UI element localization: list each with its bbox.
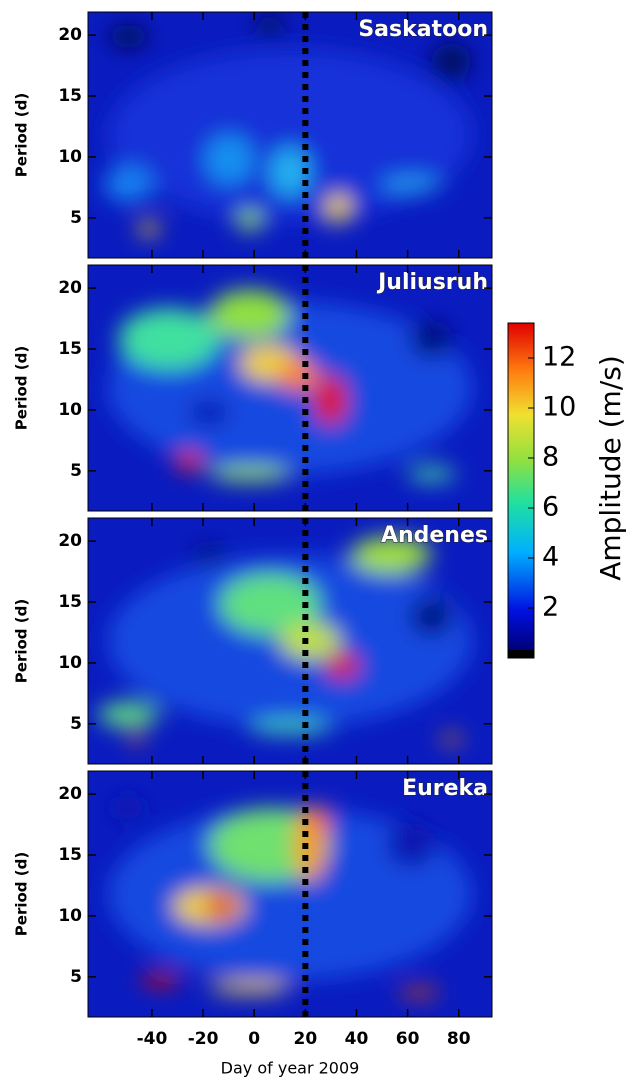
blob (219, 573, 321, 635)
y-tick-label: 20 (58, 278, 82, 298)
blob (118, 308, 220, 370)
heatmap (88, 265, 492, 511)
colorbar-tick-label: 6 (542, 492, 559, 523)
blob (411, 320, 452, 358)
blob (314, 375, 347, 425)
blob (326, 194, 351, 224)
x-tick-label: 80 (447, 1029, 471, 1049)
blob (205, 895, 238, 918)
colorbar-low (508, 650, 534, 658)
blob (98, 702, 159, 728)
heatmap (88, 12, 492, 258)
blob (386, 822, 436, 867)
frame (87, 11, 493, 259)
blob (326, 653, 359, 678)
panel-title: Andenes (381, 523, 488, 548)
y-axis-label: Period (d) (13, 599, 31, 683)
y-tick-label: 10 (58, 147, 82, 167)
blobs (108, 795, 472, 998)
blob (209, 466, 290, 482)
blob (174, 451, 204, 472)
y-axis-label: Period (d) (13, 346, 31, 430)
blob (277, 360, 319, 391)
blob (193, 545, 226, 565)
blob (253, 14, 286, 35)
blob (128, 734, 145, 745)
x-tick-label: -20 (188, 1029, 219, 1049)
blob (237, 211, 262, 231)
colorbar-tick-label: 8 (542, 442, 559, 473)
blobs (104, 14, 472, 236)
colorbar-tick-label: 2 (542, 592, 559, 623)
frame (87, 770, 493, 1018)
blob (380, 176, 442, 192)
y-axis-label: Period (d) (13, 852, 31, 936)
colorbar-frame (507, 322, 535, 659)
blob (205, 135, 254, 185)
frame (87, 264, 493, 512)
blob (350, 536, 432, 574)
blob (441, 734, 462, 745)
blob (189, 400, 230, 425)
blob (138, 221, 159, 236)
y-tick-label: 10 (58, 400, 82, 420)
blobs (108, 289, 472, 482)
blob (108, 807, 472, 981)
blob (249, 719, 331, 735)
x-tick-label: 20 (294, 1029, 318, 1049)
x-tick-label: 60 (396, 1029, 420, 1049)
y-tick-label: 10 (58, 906, 82, 926)
blobs (98, 536, 472, 745)
y-tick-label: 15 (58, 86, 82, 106)
y-axis-label: Period (d) (13, 93, 31, 177)
blob (269, 147, 311, 197)
blob (108, 48, 472, 222)
blob (407, 466, 456, 482)
heatmap (88, 518, 492, 764)
y-tick-label: 20 (58, 784, 82, 804)
frame (87, 517, 493, 765)
y-tick-label: 20 (58, 531, 82, 551)
colorbar-tick-label: 10 (542, 392, 576, 423)
blob (209, 981, 290, 994)
y-tick-label: 5 (70, 461, 82, 481)
colorbar-label: Amplitude (m/s) (594, 355, 627, 581)
y-tick-label: 15 (58, 592, 82, 612)
panel-title: Saskatoon (358, 17, 488, 42)
y-tick-label: 10 (58, 653, 82, 673)
blob (308, 805, 329, 835)
y-tick-label: 5 (70, 967, 82, 987)
y-tick-label: 15 (58, 845, 82, 865)
colorbar (508, 323, 534, 650)
blob (399, 987, 440, 998)
x-tick-label: 40 (345, 1029, 369, 1049)
blob (140, 973, 181, 987)
blob (104, 165, 153, 203)
panel-title: Eureka (402, 776, 488, 801)
x-axis-label: Day of year 2009 (221, 1059, 360, 1078)
panel-title: Juliusruh (376, 270, 488, 295)
y-tick-label: 5 (70, 714, 82, 734)
x-tick-label: -40 (137, 1029, 168, 1049)
blob (279, 622, 341, 660)
y-tick-label: 15 (58, 339, 82, 359)
blob (112, 795, 145, 821)
blob (108, 24, 149, 49)
colorbar-tick-label: 12 (542, 342, 576, 373)
blob (431, 42, 472, 80)
y-tick-label: 20 (58, 25, 82, 45)
blob (411, 597, 452, 635)
colorbar-tick-label: 4 (542, 542, 559, 573)
heatmap (88, 771, 492, 1017)
y-tick-label: 5 (70, 208, 82, 228)
x-tick-label: 0 (248, 1029, 260, 1049)
blob (209, 289, 290, 339)
